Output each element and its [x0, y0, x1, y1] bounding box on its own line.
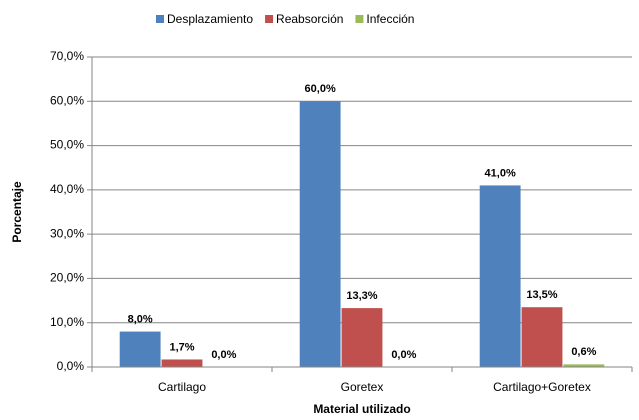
bar: [299, 101, 341, 368]
y-tick-label: 30,0%: [50, 226, 84, 240]
legend-swatch: [265, 15, 274, 23]
x-tick-label: Cartilago+Goretex: [493, 380, 591, 394]
value-label: 13,3%: [346, 290, 377, 302]
legend-swatch: [355, 15, 364, 23]
value-label: 0,6%: [571, 346, 596, 358]
value-label: 0,0%: [391, 349, 416, 361]
y-tick-label: 20,0%: [50, 271, 84, 285]
value-label: 60,0%: [305, 83, 336, 95]
x-tick-label: Cartilago: [158, 380, 206, 394]
y-tick-label: 0,0%: [57, 359, 85, 373]
legend-label: Desplazamiento: [167, 12, 253, 26]
x-tick-label: Goretex: [341, 380, 384, 394]
value-label: 41,0%: [485, 167, 516, 179]
legend-swatch: [156, 15, 164, 23]
y-axis-label: Porcentaje: [10, 181, 24, 243]
bar: [479, 185, 521, 367]
x-axis-label: Material utilizado: [313, 402, 410, 416]
y-tick-label: 50,0%: [50, 138, 84, 152]
legend-label: Infección: [366, 12, 414, 26]
value-label: 1,7%: [169, 341, 194, 353]
bar: [563, 364, 605, 367]
y-tick-label: 10,0%: [50, 315, 84, 329]
legend-label: Reabsorción: [276, 12, 343, 26]
y-tick-label: 40,0%: [50, 182, 84, 196]
y-tick-label: 60,0%: [50, 93, 84, 107]
value-label: 0,0%: [211, 349, 236, 361]
bar: [161, 359, 203, 367]
y-tick-label: 70,0%: [50, 49, 84, 63]
value-label: 8,0%: [128, 313, 153, 325]
bar: [341, 308, 383, 367]
value-label: 13,5%: [526, 289, 557, 301]
bar: [521, 307, 563, 367]
bar: [119, 331, 161, 367]
